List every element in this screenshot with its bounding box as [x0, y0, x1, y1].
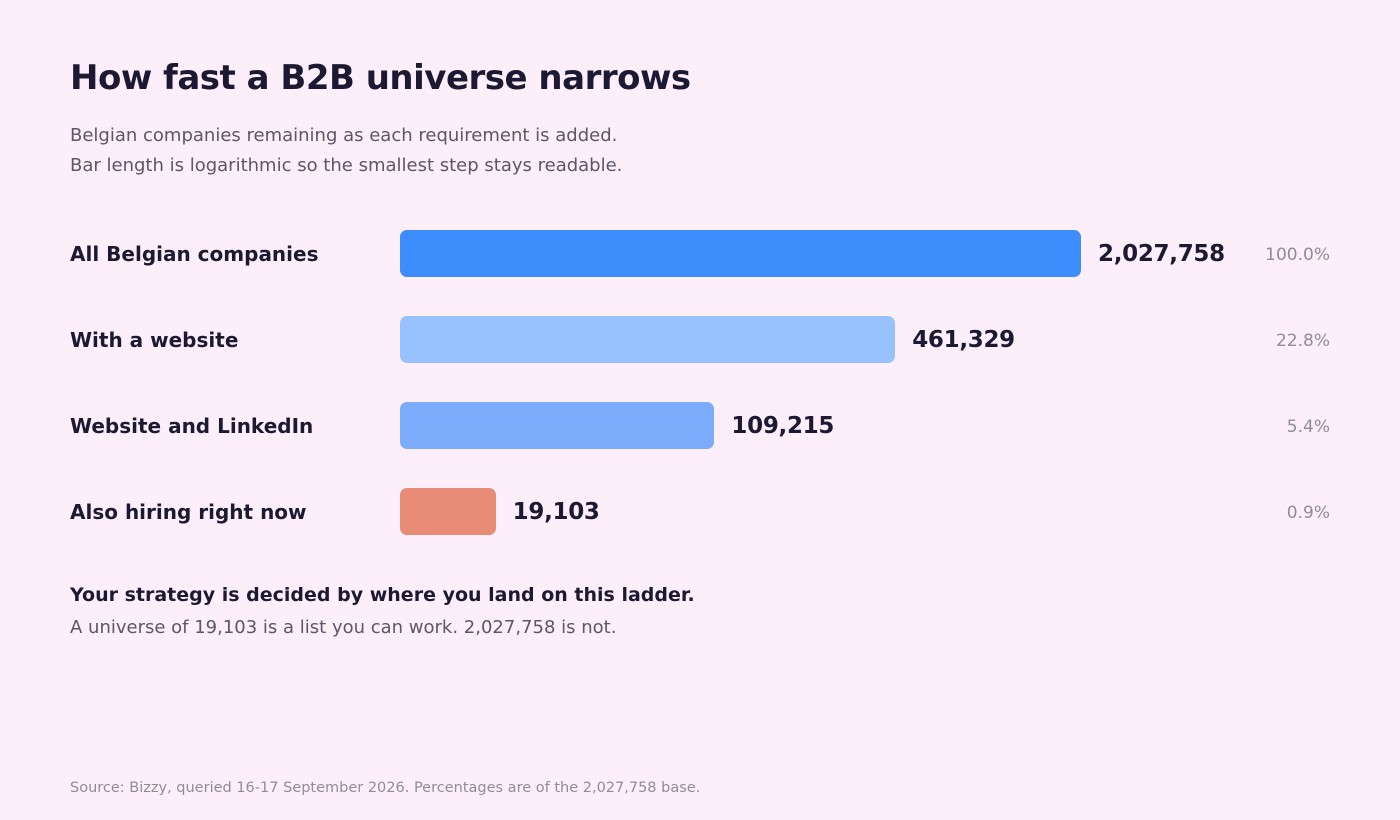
bar-row: All Belgian companies 2,027,758 100.0% — [70, 230, 1330, 278]
bar-row: With a website 461,329 22.8% — [70, 316, 1330, 364]
category-label: Website and LinkedIn — [70, 414, 314, 438]
bar — [400, 488, 496, 535]
category-label: All Belgian companies — [70, 242, 319, 266]
value-label: 2,027,758 — [1098, 241, 1225, 267]
value-label: 109,215 — [731, 413, 835, 439]
percent-label: 100.0% — [1265, 245, 1330, 265]
percent-label: 22.8% — [1275, 331, 1330, 351]
bar — [400, 402, 715, 449]
chart-title: How fast a B2B universe narrows — [70, 58, 691, 98]
value-label: 461,329 — [912, 327, 1015, 353]
bar-row: Website and LinkedIn 109,215 5.4% — [70, 402, 1330, 450]
chart-subtitle-line-2: Bar length is logarithmic so the smalles… — [70, 155, 623, 176]
takeaway-detail: A universe of 19,103 is a list you can w… — [70, 617, 617, 638]
bar — [400, 230, 1081, 277]
source-note: Source: Bizzy, queried 16-17 September 2… — [70, 780, 701, 796]
category-label: Also hiring right now — [70, 500, 307, 524]
bar — [400, 316, 896, 363]
bar-row: Also hiring right now 19,103 0.9% — [70, 488, 1330, 536]
category-label: With a website — [70, 328, 239, 352]
chart-subtitle-line-1: Belgian companies remaining as each requ… — [70, 125, 618, 146]
takeaway-headline: Your strategy is decided by where you la… — [70, 584, 695, 606]
percent-label: 5.4% — [1286, 417, 1330, 437]
value-label: 19,103 — [512, 499, 600, 525]
percent-label: 0.9% — [1286, 503, 1330, 523]
